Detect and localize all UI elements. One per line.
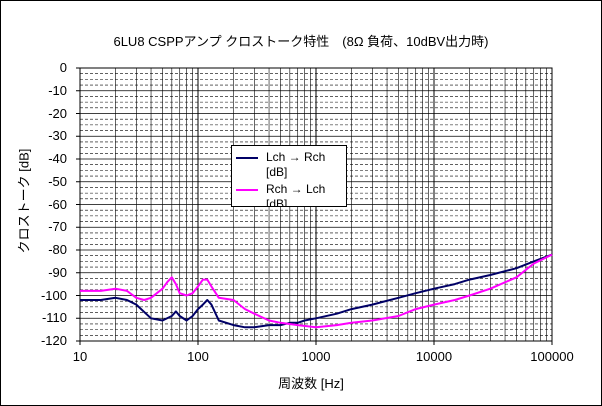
legend-label-lch-rch: Lch → Rch xyxy=(266,150,326,164)
x-tick-label: 100 xyxy=(187,349,209,364)
y-tick-label: -20 xyxy=(48,105,67,121)
x-tick-label: 10000 xyxy=(415,349,453,364)
x-tick-label: 1000 xyxy=(301,349,331,364)
y-tick-label: -90 xyxy=(48,264,67,280)
legend-label-rch-lch: Rch → Lch xyxy=(266,182,326,196)
y-tick-label: -70 xyxy=(48,219,67,235)
x-tick-label: 100000 xyxy=(530,349,574,364)
x-tick-label: 10 xyxy=(72,349,88,364)
y-tick-label: -60 xyxy=(48,196,67,212)
y-tick-label: 0 xyxy=(59,60,67,75)
y-tick-label: -110 xyxy=(41,310,67,326)
series-line-0 xyxy=(80,253,553,329)
y-tick-label: -40 xyxy=(48,151,67,166)
y-tick-label: -10 xyxy=(48,82,67,98)
y-tick-label: -80 xyxy=(48,242,67,257)
x-axis-label: 周波数 [Hz] xyxy=(278,376,344,391)
y-tick-label: -30 xyxy=(48,128,67,144)
y-tick-label: -50 xyxy=(48,173,67,189)
legend-unit-lch-rch: [dB] xyxy=(266,165,288,179)
legend-swatch-lch-rch xyxy=(236,157,258,159)
legend-swatch-rch-lch xyxy=(236,189,258,191)
y-tick-label: -100 xyxy=(40,287,67,303)
y-tick-label: -120 xyxy=(40,333,67,348)
legend: Lch → Rch [dB] Rch → Lch [dB] xyxy=(231,145,347,207)
chart-title: 6LU8 CSPPアンプ クロストーク特性 (8Ω 負荷、10dBV出力時) xyxy=(113,34,489,49)
legend-unit-rch-lch: [dB] xyxy=(266,197,288,207)
series-line-1 xyxy=(80,253,553,329)
